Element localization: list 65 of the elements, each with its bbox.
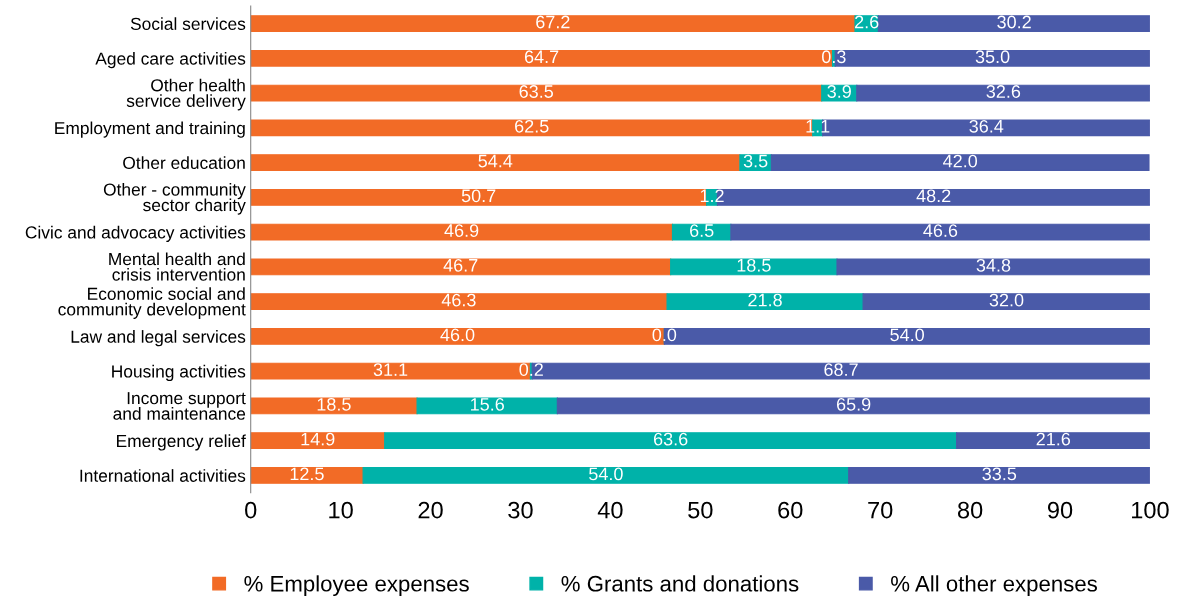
x-tick-label: 20 (418, 501, 443, 519)
data-label: 18.5 (737, 258, 771, 272)
x-tick-label: 100 (1132, 501, 1169, 519)
data-label: 46.9 (444, 224, 479, 237)
data-label: 18.5 (317, 397, 351, 411)
data-label: 32.6 (986, 85, 1021, 98)
y-tick-label: Other education (123, 156, 245, 170)
data-label: 15.6 (471, 397, 504, 411)
data-label: 6.5 (690, 224, 714, 237)
data-label: 54.0 (589, 467, 623, 481)
y-tick-label: Housing activities (112, 364, 246, 382)
legend-label: % All other expenses (891, 575, 1097, 596)
x-tick-label: 90 (1047, 501, 1073, 519)
data-label: 12.5 (290, 467, 324, 481)
legend-label: % Employee expenses (244, 575, 469, 596)
data-label: 30.2 (997, 15, 1031, 29)
data-label: 21.8 (748, 293, 782, 307)
x-tick-label: 60 (778, 501, 803, 519)
data-label: 33.5 (982, 467, 1017, 481)
y-tick-label: Social services (130, 17, 246, 30)
data-label: 68.7 (824, 363, 858, 376)
data-label: 63.5 (519, 85, 554, 98)
data-label: 50.7 (461, 189, 496, 203)
x-tick-label: 50 (688, 501, 713, 519)
data-label: 21.6 (1036, 432, 1071, 446)
data-label: 32.0 (989, 293, 1024, 307)
data-label: 67.2 (536, 15, 570, 29)
data-label: 2.6 (855, 15, 879, 29)
data-label: 63.6 (653, 432, 688, 446)
data-label: 14.9 (301, 432, 335, 446)
y-tick-label: Civic and advocacy activities (25, 225, 246, 242)
data-label: 3.9 (827, 85, 851, 98)
y-tick-label: Emergency relief (117, 434, 246, 451)
x-tick-label: 40 (597, 501, 623, 519)
data-label: 46.7 (443, 258, 478, 272)
data-label: 54.4 (478, 154, 513, 168)
data-label: 34.8 (976, 258, 1011, 272)
data-label: 3.5 (743, 154, 768, 168)
data-label: 46.6 (923, 224, 958, 237)
data-label: 64.7 (524, 50, 559, 64)
y-tick-label: Income support and maintenance (113, 392, 246, 420)
data-label: 46.0 (440, 328, 475, 342)
x-tick-label: 80 (957, 501, 983, 519)
legend-label: % Grants and donations (561, 575, 799, 592)
y-tick-label: Economic social and community development (58, 287, 246, 319)
data-label: 46.3 (441, 293, 476, 307)
x-tick-label: 70 (868, 501, 893, 519)
data-label: 35.0 (975, 50, 1010, 64)
y-tick-label: International activities (80, 469, 246, 482)
data-label: 54.0 (890, 328, 924, 342)
x-tick-label: 0 (245, 501, 257, 519)
y-tick-label: Aged care activities (95, 52, 246, 69)
x-tick-label: 30 (508, 501, 533, 519)
data-label: 42.0 (943, 154, 978, 168)
data-label: 48.2 (916, 189, 951, 203)
y-tick-label: Law and legal services (71, 330, 246, 347)
y-tick-label: Other - community sector charity (103, 182, 246, 215)
data-label: 65.9 (836, 397, 871, 411)
y-tick-label: Mental health and crisis intervention (109, 252, 245, 281)
data-label: 36.4 (969, 119, 1004, 133)
data-label: 31.1 (373, 363, 408, 376)
y-tick-label: Other health service delivery (126, 78, 246, 111)
x-tick-label: 10 (329, 501, 353, 519)
y-tick-label: Employment and training (55, 121, 245, 138)
data-label: 62.5 (515, 119, 549, 133)
